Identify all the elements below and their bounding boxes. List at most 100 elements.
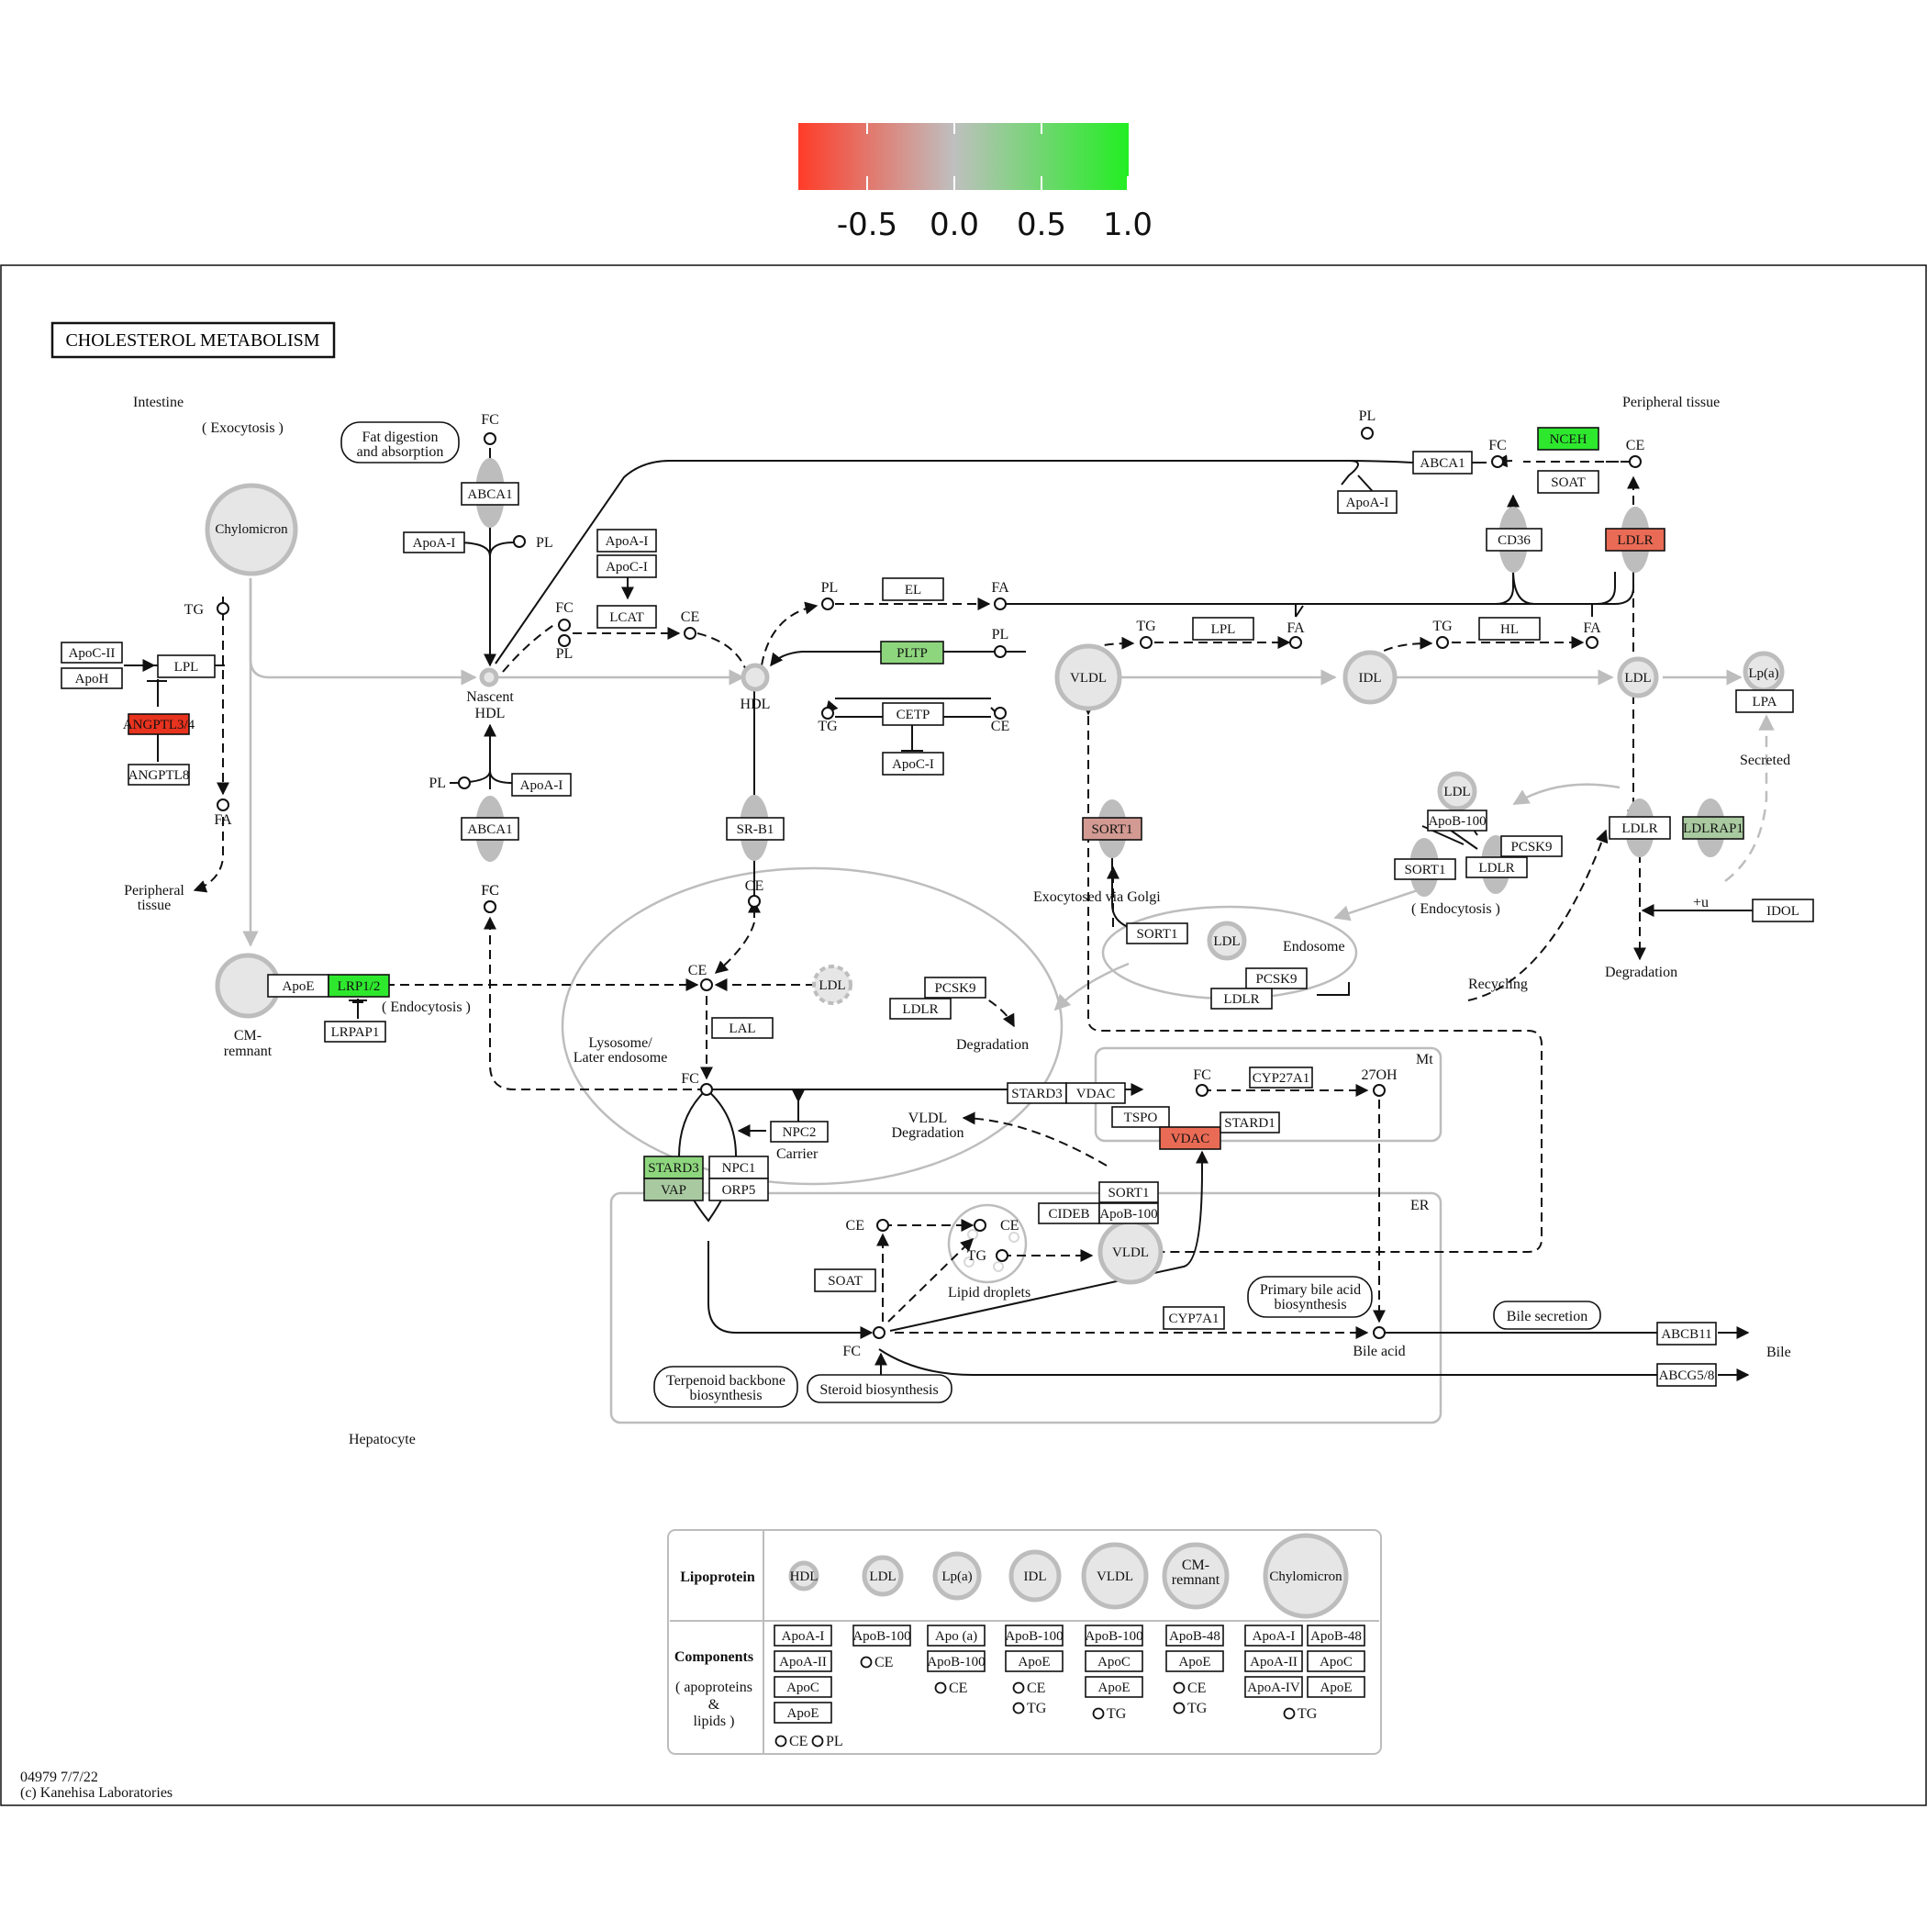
legend-lipid-marker — [811, 1735, 824, 1748]
gene-box-angptl8[interactable] — [128, 764, 190, 786]
gene-box-hl[interactable] — [1478, 617, 1541, 641]
legend-gene-box — [774, 1650, 832, 1672]
lipid-droplet — [947, 1203, 1028, 1284]
compound-label: FA — [991, 580, 1009, 596]
ldl-endosome-particle — [1207, 921, 1247, 961]
gene-box-sort1-endo[interactable] — [1394, 858, 1456, 880]
gene-box-pcsk9-endo[interactable] — [1500, 835, 1563, 857]
terpenoid-link[interactable] — [653, 1366, 798, 1408]
legend-lipid-label: TG — [1298, 1706, 1318, 1722]
svg-text:Lipid droplets: Lipid droplets — [948, 1285, 1030, 1301]
gene-box-sort1-red[interactable] — [1082, 817, 1142, 841]
svg-text:Peripheral tissue: Peripheral tissue — [1622, 395, 1720, 410]
nascent-hdl-particle — [479, 667, 499, 687]
gene-box-lpl-vldl[interactable] — [1192, 617, 1254, 641]
svg-text:Nascent: Nascent — [466, 689, 514, 705]
gene-box-npc2[interactable] — [770, 1121, 829, 1143]
gene-box-pltp[interactable] — [880, 641, 944, 664]
gene-box-soat-er[interactable] — [814, 1268, 876, 1292]
gene-box-ldlr-rec[interactable] — [1210, 988, 1273, 1010]
legend-gene-label: ApoE — [1320, 1681, 1353, 1695]
gene-box-apob100-endo[interactable] — [1427, 810, 1487, 832]
gene-box-apoai-right[interactable] — [1337, 490, 1398, 514]
gene-box-apoai-mid[interactable] — [596, 529, 657, 553]
legend-gene-box — [1165, 1650, 1224, 1672]
gene-box-cd36[interactable] — [1486, 528, 1543, 552]
gene-label: SORT1 — [1108, 1186, 1150, 1201]
gene-box-cyp27a1[interactable] — [1249, 1067, 1313, 1089]
gene-box-soat-right[interactable] — [1537, 470, 1599, 494]
gene-box-apoh[interactable] — [61, 667, 123, 689]
fat-digestion-link[interactable] — [340, 421, 460, 463]
gene-box-apoe[interactable] — [267, 974, 329, 998]
gene-label: NPC2 — [783, 1125, 817, 1140]
gene-box-vdac-red[interactable] — [1159, 1126, 1221, 1150]
gene-box-lpl-left[interactable] — [157, 654, 216, 678]
gene-box-pcsk9-rec[interactable] — [1245, 967, 1308, 989]
gene-boxes: ABCA1 ApoA-I ApoA-I ApoC-I LCAT EL PLTP CETP Apo… — [61, 427, 1814, 1387]
gene-box-tspo[interactable] — [1111, 1106, 1170, 1128]
color-scale-tick: -0.5 — [837, 207, 897, 243]
legend-lipid-label: CE — [789, 1734, 808, 1749]
gene-box-apoai-low[interactable] — [511, 773, 572, 797]
svg-text:LDL: LDL — [1443, 785, 1470, 799]
gene-box-ldlr-endo[interactable] — [1465, 856, 1528, 878]
gene-box-ldlr-lys[interactable] — [889, 998, 952, 1020]
gene-box-apoci-mid[interactable] — [596, 554, 657, 578]
primary-bile-acid-link[interactable] — [1247, 1276, 1373, 1318]
gene-box-abcb11[interactable] — [1656, 1322, 1717, 1346]
gene-label: ApoA-I — [606, 534, 649, 549]
gene-label: CIDEB — [1049, 1207, 1090, 1222]
gene-box-abca1-right[interactable] — [1412, 451, 1473, 475]
er-compartment — [609, 1191, 1442, 1424]
gene-box-angptl34[interactable] — [128, 713, 190, 735]
gene-label: CETP — [897, 708, 930, 722]
gene-box-sort1-golgi[interactable] — [1126, 922, 1188, 944]
gene-box-vdac-white[interactable] — [1065, 1082, 1126, 1104]
svg-text:Lipoprotein: Lipoprotein — [680, 1569, 755, 1585]
gene-box-srb1[interactable] — [726, 817, 785, 841]
gene-box-ldlr-top[interactable] — [1605, 528, 1665, 552]
gene-box-abca1-low[interactable] — [461, 817, 519, 841]
gene-box-stard1[interactable] — [1220, 1111, 1280, 1134]
bile-secretion-link[interactable] — [1493, 1301, 1601, 1330]
gene-box-ldlrap1[interactable] — [1682, 816, 1744, 840]
gene-box-abca1-top[interactable] — [461, 482, 519, 506]
gene-box-vap[interactable] — [643, 1178, 704, 1201]
gene-box-nceh[interactable] — [1537, 427, 1599, 451]
gene-box-lrpap1[interactable] — [324, 1021, 386, 1043]
gene-box-apoci-cetp[interactable] — [882, 752, 944, 776]
gene-box-pcsk9-lys[interactable] — [924, 977, 986, 999]
legend-gene-box — [1244, 1650, 1303, 1672]
legend-particle-label: remnant — [1172, 1572, 1220, 1588]
gene-box-sort1-er[interactable] — [1098, 1181, 1159, 1203]
steroid-biosynthesis-link[interactable] — [807, 1374, 952, 1403]
color-scale-tick: 1.0 — [1103, 207, 1153, 243]
gene-box-ldlr-right[interactable] — [1609, 816, 1671, 840]
legend-particle-label: LDL — [869, 1569, 896, 1584]
gene-box-cyp7a1[interactable] — [1163, 1306, 1225, 1330]
compound-label: CE — [846, 1218, 864, 1234]
gene-box-npc1[interactable] — [708, 1156, 769, 1179]
gene-box-lrp12[interactable] — [328, 974, 390, 998]
gene-box-apob100-er[interactable] — [1098, 1202, 1159, 1224]
compound-label: PL — [429, 776, 446, 791]
gene-box-idol[interactable] — [1752, 899, 1814, 922]
gene-label: LDLR — [1478, 861, 1514, 876]
gene-box-apoai-left[interactable] — [403, 531, 465, 553]
gene-box-lcat[interactable] — [596, 605, 657, 629]
gene-box-abcg58[interactable] — [1656, 1363, 1717, 1387]
legend-lipid-label: CE — [874, 1655, 893, 1670]
gene-box-apocii[interactable] — [61, 642, 123, 664]
gene-box-lal[interactable] — [711, 1017, 774, 1039]
gene-box-lpa-gene[interactable] — [1735, 689, 1794, 713]
gene-box-orp5[interactable] — [708, 1178, 769, 1201]
compound-label: TG — [1432, 619, 1453, 634]
gene-box-el[interactable] — [882, 577, 944, 601]
compound-ce — [974, 1219, 986, 1232]
gene-box-cetp[interactable] — [882, 702, 944, 726]
color-scale-tick: 0.0 — [930, 207, 979, 243]
gene-label: NPC1 — [722, 1161, 756, 1176]
svg-text:Recycling: Recycling — [1468, 977, 1528, 992]
gene-label: PCSK9 — [1255, 972, 1297, 987]
